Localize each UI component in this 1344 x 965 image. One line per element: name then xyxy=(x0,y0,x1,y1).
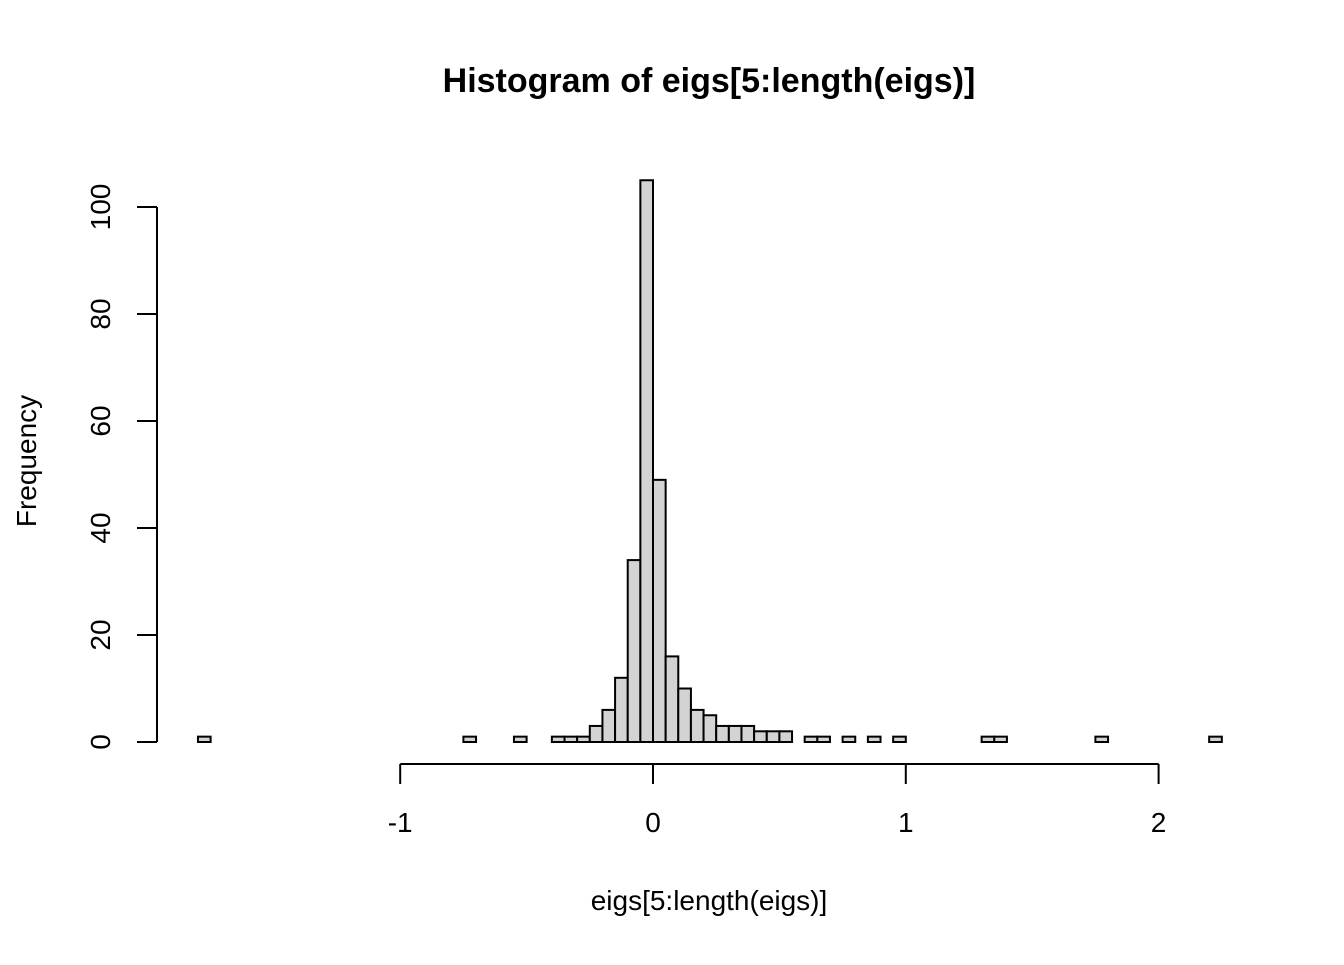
histogram-bar xyxy=(601,708,617,744)
histogram-bar xyxy=(614,676,629,743)
histogram-bar xyxy=(1208,735,1223,744)
y-tick-label: 0 xyxy=(85,734,116,750)
histogram-bar xyxy=(753,730,768,743)
histogram-bar xyxy=(803,735,819,744)
y-axis: 0 20 40 60 80 100 xyxy=(85,184,158,750)
y-tick-label: 80 xyxy=(85,298,116,329)
y-axis-label: Frequency xyxy=(11,395,42,527)
histogram-bar xyxy=(765,730,781,743)
x-axis-label: eigs[5:length(eigs)] xyxy=(591,885,828,916)
histogram-bar xyxy=(993,735,1008,744)
histogram-bar xyxy=(740,724,756,744)
histogram-bar xyxy=(727,724,743,744)
histogram-bar xyxy=(563,735,579,744)
histogram-bar xyxy=(892,735,907,744)
x-tick-label: 1 xyxy=(898,807,914,838)
histogram-bar xyxy=(841,735,857,744)
histogram-bar xyxy=(866,735,882,744)
histogram-bar xyxy=(980,735,996,744)
histogram-bar xyxy=(816,735,831,744)
histogram-bar xyxy=(512,735,528,744)
histogram-bar xyxy=(196,735,212,744)
y-tick-label: 40 xyxy=(85,512,116,543)
histogram-bar xyxy=(462,735,478,744)
histogram-bar xyxy=(626,559,642,743)
x-tick-label: 0 xyxy=(645,807,661,838)
histogram-bar xyxy=(550,735,566,744)
y-tick-label: 100 xyxy=(85,184,116,231)
x-axis: -1 0 1 2 xyxy=(388,763,1167,838)
histogram-bar xyxy=(677,687,692,743)
x-tick-label: -1 xyxy=(388,807,413,838)
histogram-bar xyxy=(576,735,591,744)
histogram-bar xyxy=(652,478,667,743)
histogram-bar xyxy=(1094,735,1110,744)
histogram-bar xyxy=(664,655,680,744)
x-tick-label: 2 xyxy=(1151,807,1167,838)
y-tick-label: 60 xyxy=(85,405,116,436)
chart-title: Histogram of eigs[5:length(eigs)] xyxy=(443,62,976,100)
bars-layer xyxy=(196,179,1223,744)
histogram-bar xyxy=(639,179,654,743)
histogram-bar xyxy=(715,724,730,744)
histogram-bar xyxy=(702,714,718,743)
histogram-bar xyxy=(689,708,705,744)
y-tick-label: 20 xyxy=(85,619,116,650)
histogram-bar xyxy=(588,724,604,744)
histogram-bar xyxy=(778,730,794,743)
